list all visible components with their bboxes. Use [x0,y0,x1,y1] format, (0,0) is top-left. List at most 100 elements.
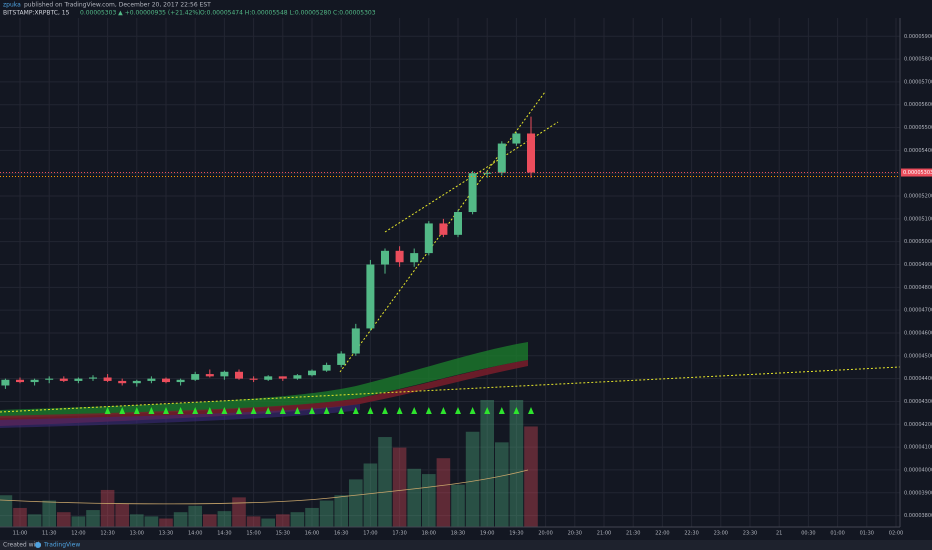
candle-body [351,328,360,354]
y-tick-label: 0.00005600 [904,102,932,108]
signal-triangle [192,407,199,414]
volume-bar [27,514,42,527]
y-tick-label: 0.00004200 [904,422,932,428]
signal-triangle [265,407,272,414]
x-tick-label: 01:00 [830,531,844,537]
candle-body [103,377,112,381]
signal-triangle [367,407,374,414]
footer-brand: TradingView [43,542,80,549]
candle-body [89,377,97,379]
logo [35,542,41,548]
candle-body [147,378,156,381]
signal-triangle [206,407,213,414]
y-tick-label: 0.00004700 [904,308,932,314]
y-tick-label: 0.00005500 [904,125,932,131]
signal-triangle [221,407,228,414]
y-tick-label: 0.00004900 [904,262,932,268]
signal-triangle [498,407,505,414]
grid [0,18,900,527]
signal-triangle [382,407,388,414]
author: zpuka [3,2,21,9]
volume-bar [422,474,436,527]
volume-bar [217,511,232,527]
y-tick-label: 0.00004800 [904,285,932,291]
candle-body [424,223,433,254]
y-tick-label: 0.00004600 [904,330,932,336]
volume-bar [100,489,115,527]
candle-body [366,264,375,329]
x-tick-label: 11:30 [42,531,56,537]
x-tick-label: 15:00 [246,531,260,537]
last-price-tag [901,168,932,177]
candle-body [337,353,346,365]
candle-body [249,378,258,380]
signal-triangle [440,407,447,414]
signal-triangle [279,407,286,414]
x-tick-label: 22:00 [655,531,669,537]
volume-bar [465,431,480,527]
volume-bar [246,516,261,527]
volume-bar [276,514,290,527]
x-tick-label: 02:00 [889,531,903,537]
x-tick-label: 17:00 [363,531,377,537]
volume-bar [203,514,217,527]
volume-bar [130,514,144,527]
volume-bar [159,518,173,527]
volume-bar [86,510,100,527]
candle-body [468,173,477,213]
footer-created: Created with [3,542,42,549]
signal-triangle [250,407,257,414]
signal-triangle [352,407,359,414]
x-tick-label: 20:30 [568,531,582,537]
symbol: BITSTAMP:XRPBTC, 15 [3,10,70,17]
signal-triangle [309,407,315,414]
y-tick-label: 0.00003900 [904,490,932,496]
x-tick-label: 15:30 [276,531,290,537]
signal-triangle [513,407,520,414]
volume-bar [42,500,56,527]
x-tick-label: 21 [776,531,782,537]
candles [1,116,535,389]
volume-bar [392,447,407,527]
volume-bar [319,500,334,527]
candle-body [512,133,521,144]
y-tick-label: 0.00003800 [904,513,932,519]
x-tick-label: 12:30 [100,531,114,537]
y-tick-label: 0.00004300 [904,399,932,405]
volume-bar [334,495,348,527]
candle-body [30,379,39,383]
candle-body [1,379,10,386]
signal-triangle [338,407,345,414]
volume-bar [451,484,465,527]
candle-body [483,172,492,174]
volume-bar [349,479,363,527]
x-tick-label: 22:30 [684,531,698,537]
signal-triangle [528,407,534,414]
volume-bar [261,518,275,527]
x-tick-label: 18:30 [451,531,465,537]
volume-bar [407,468,421,527]
candle-body [59,378,68,381]
y-tick-label: 0.00005400 [904,148,932,154]
signal-triangle [148,407,155,414]
y-tick-label: 0.00005900 [904,34,932,40]
candle-body [205,374,214,377]
footer-bg [0,540,932,550]
volume-bar [290,512,305,527]
candle-body [45,378,54,380]
price-axis-bg [900,18,932,527]
signal-triangle [396,407,403,414]
x-tick-label: 19:30 [509,531,523,537]
candle-body [118,380,127,384]
volume-bar [524,426,538,527]
signal-triangle [411,407,418,414]
volume-bar [495,442,509,527]
signal-triangle [163,407,169,414]
y-tick-label: 0.00004000 [904,467,932,473]
signal-triangle [455,407,461,414]
x-tick-label: 23:00 [714,531,728,537]
volume-bar [115,503,129,527]
